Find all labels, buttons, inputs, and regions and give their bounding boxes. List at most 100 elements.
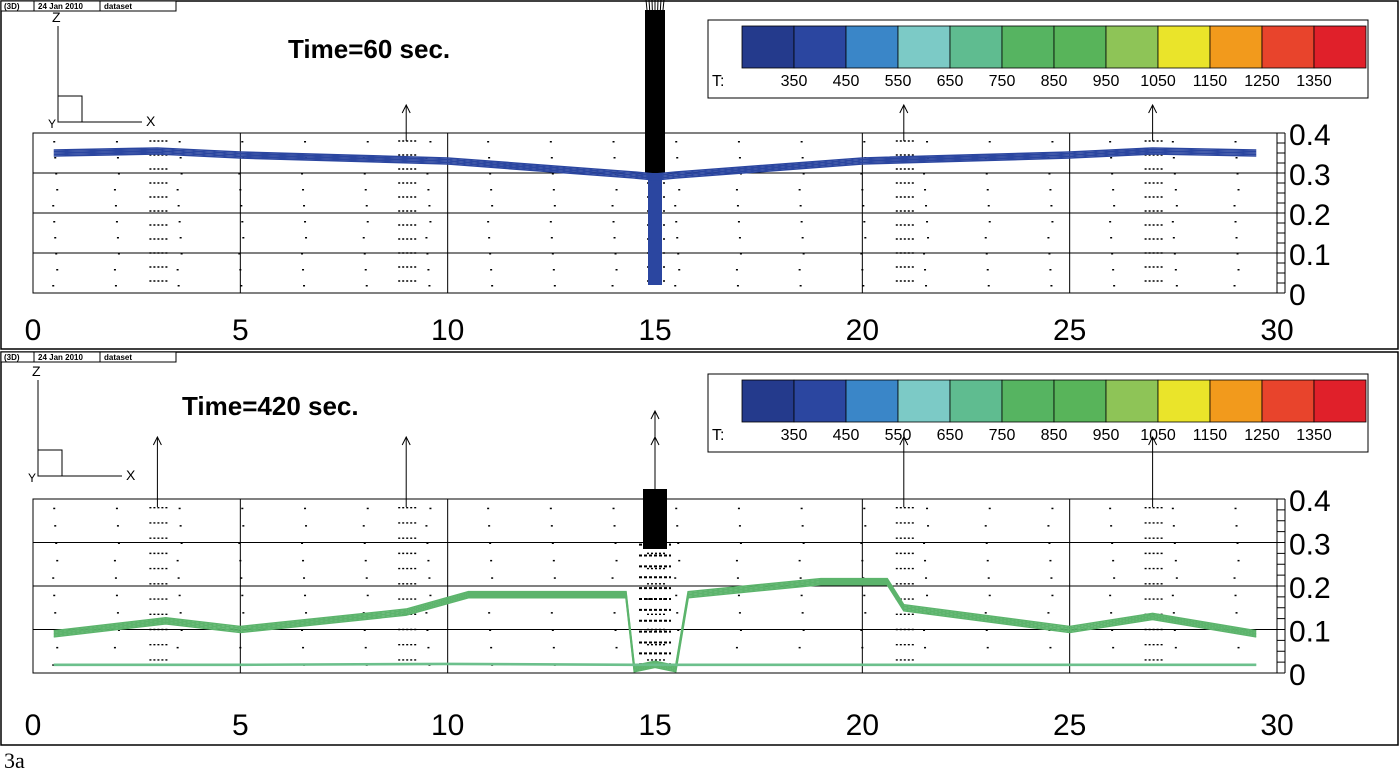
vector-dot [303,577,306,579]
vector-dot [985,253,988,255]
vector-dot [1112,189,1115,191]
vector-dot [117,173,120,175]
vector-dot [1235,237,1238,239]
vector-dot [736,577,739,579]
vector-dot [863,594,866,597]
vector-dot [176,189,179,191]
vector-dot [179,612,182,614]
legend-swatch [1157,379,1211,423]
chart-panel-2: (3D) 24 Jan 2010 dataset Z X Y Time=420 sec. T:… [0,351,1400,746]
vector-dot [611,205,614,207]
vector-dot [238,253,241,255]
jet-arrow-line [648,0,652,31]
y-tick-label: 0 [1289,279,1306,312]
vector-dot [799,577,802,579]
vector-dot [426,253,429,255]
vector-arrow-head [650,409,660,420]
vector-dot [53,141,56,143]
vector-dot [1113,205,1116,207]
y-tick-label: 0.1 [1289,239,1331,272]
vector-dot [489,173,492,175]
vector-dot [860,253,863,255]
vector-dot [1233,205,1236,207]
vector-dot [551,629,554,631]
vector-dot [675,221,678,223]
y-tick-label: 0.3 [1289,529,1331,562]
triad-x-label: X [126,467,136,483]
vector-dot [305,612,308,614]
vector-dot [1175,205,1178,207]
legend-tick-label: 350 [781,73,808,90]
vector-dot [738,525,741,527]
vector-dot [54,612,57,614]
vector-dot [490,269,493,271]
legend-swatch [1105,379,1159,423]
vector-dot [926,141,929,143]
vector-dot [1234,594,1237,597]
vector-dot [54,525,57,527]
vector-dot [988,221,991,223]
vector-dot [1172,237,1175,239]
vector-dot [1237,646,1240,649]
vector-dot [1050,205,1053,207]
vector-dot [550,157,553,159]
legend-tick-label: 950 [1093,427,1120,444]
vector-dot [363,173,366,175]
vector-dot [676,237,679,239]
vector-dot [987,205,990,207]
panel-frame [0,0,1399,350]
vector-dot [491,577,494,579]
legend-swatch [1209,379,1263,423]
vector-dot [1173,629,1176,631]
vector-dot [1171,221,1174,223]
vector-dot [553,205,556,207]
vector-dot [1173,173,1176,175]
vector-dot [1174,189,1177,191]
vector-dot [113,559,116,562]
vector-dot [1236,542,1239,544]
vector-dot [676,525,679,527]
vector-dot [863,507,866,510]
vector-dot [1049,646,1052,649]
vector-dot [1048,253,1051,255]
vector-dot [179,237,182,239]
y-tick-label: 0.1 [1289,616,1331,649]
vector-dot [984,612,987,614]
vector-dot [1171,507,1174,510]
panel-header-date: 24 Jan 2010 [38,2,83,11]
vector-dot [115,507,118,510]
vector-dot [304,141,307,143]
series-line [53,150,1257,178]
legend-tick-label: 750 [989,73,1016,90]
vector-dot [739,253,742,255]
vector-dot [302,559,305,562]
vector-dot [737,221,740,223]
x-tick-label: 15 [638,709,671,742]
vector-dot [240,285,243,287]
vector-dot [550,612,553,614]
legend-swatch [1105,25,1159,69]
vector-dot [487,507,490,510]
vector-dot [614,542,617,544]
chart-title: Time=420 sec. [182,391,359,421]
vector-dot [924,189,927,191]
vector-dot [1113,577,1116,579]
vector-dot [1171,594,1174,597]
vector-dot [1113,285,1116,287]
vector-dot [427,646,430,649]
vector-dot [986,646,989,649]
vector-dot [798,269,801,271]
vector-dot [1173,253,1176,255]
vector-dot [551,173,554,175]
triad-y-label: Y [48,117,56,131]
vector-dot [241,221,244,223]
panel-header-box [0,351,177,363]
figure-label: 3a [4,748,25,773]
vector-dot [1049,189,1052,191]
vector-dot [426,542,429,544]
x-tick-label: 30 [1260,314,1293,347]
vector-dot [549,141,552,143]
vector-dot [737,594,740,597]
vector-dot [1110,612,1113,614]
vector-dot [490,559,493,562]
